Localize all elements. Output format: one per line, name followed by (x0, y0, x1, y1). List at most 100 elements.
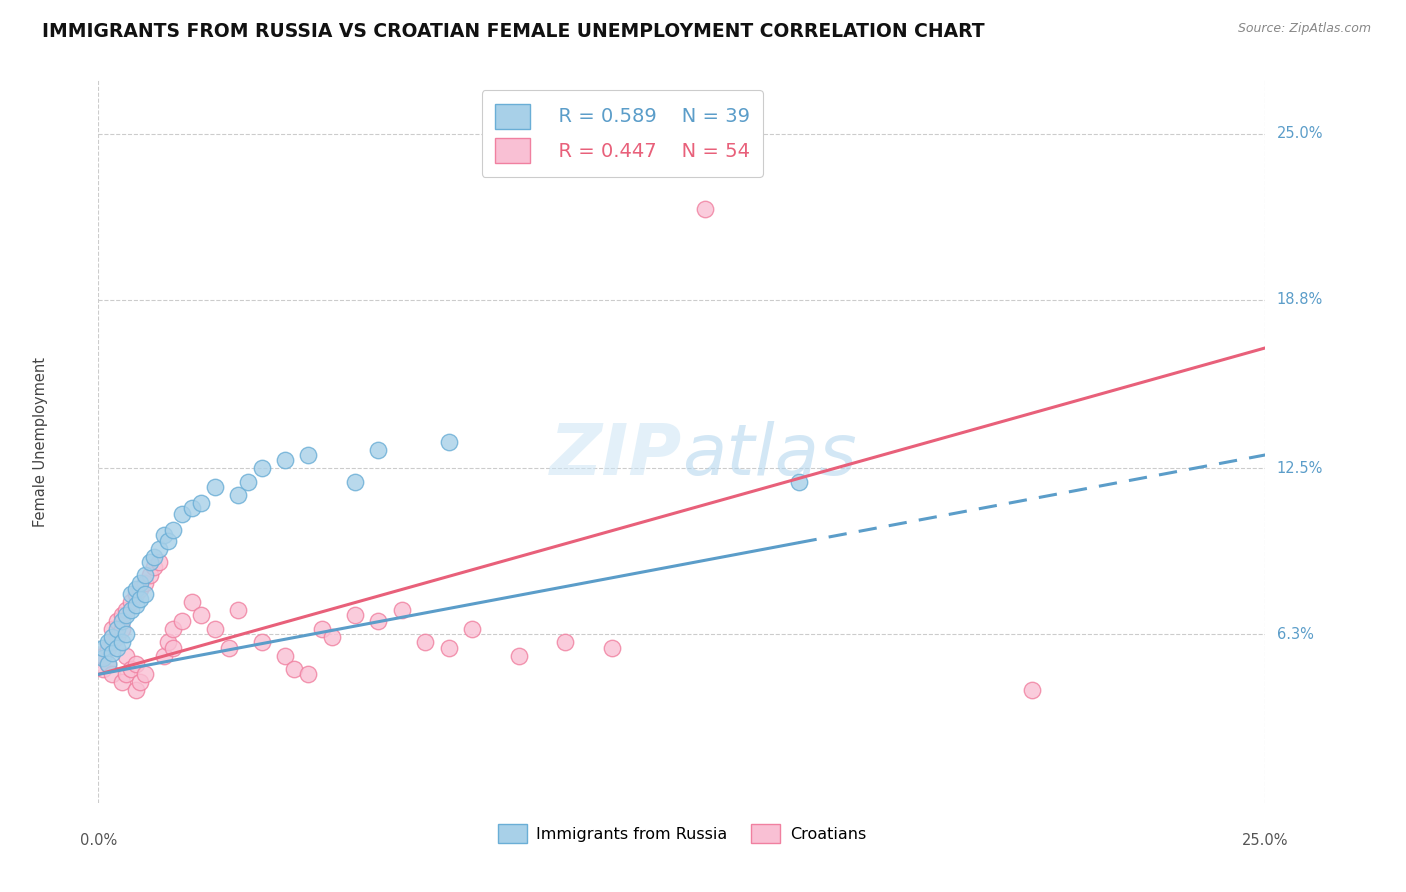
Point (236, 475, 259, 489)
Point (311, 622, 333, 636)
Point (91, 648, 114, 663)
Point (97, 635, 120, 649)
Text: 6.3%: 6.3% (1277, 627, 1313, 641)
Point (787, 475, 810, 489)
Point (162, 622, 184, 636)
Point (115, 603, 138, 617)
Point (204, 622, 226, 636)
Point (148, 555, 170, 569)
Point (134, 587, 156, 601)
Point (172, 614, 194, 628)
Point (101, 667, 124, 681)
Point (437, 640, 460, 655)
Point (413, 635, 436, 649)
Point (105, 614, 128, 628)
Point (157, 533, 180, 548)
Point (297, 667, 319, 681)
Point (134, 576, 156, 591)
Text: 0.0%: 0.0% (80, 833, 117, 848)
Point (228, 488, 250, 502)
Text: IMMIGRANTS FROM RUSSIA VS CROATIAN FEMALE UNEMPLOYMENT CORRELATION CHART: IMMIGRANTS FROM RUSSIA VS CROATIAN FEMAL… (42, 22, 984, 41)
Point (228, 603, 250, 617)
Text: 25.0%: 25.0% (1241, 833, 1289, 848)
Point (554, 635, 576, 649)
Point (157, 635, 180, 649)
Point (105, 622, 128, 636)
Point (172, 507, 194, 521)
Point (91, 662, 114, 676)
Point (115, 608, 138, 623)
Point (120, 603, 142, 617)
Point (204, 480, 226, 494)
Point (101, 646, 124, 660)
Point (180, 501, 202, 516)
Point (105, 630, 128, 644)
Text: ZIP: ZIP (550, 422, 682, 491)
Point (190, 608, 212, 623)
Point (101, 622, 124, 636)
Point (190, 496, 212, 510)
Point (391, 603, 413, 617)
Point (139, 568, 162, 582)
Point (283, 662, 305, 676)
Text: 25.0%: 25.0% (1277, 127, 1323, 141)
Point (129, 675, 152, 690)
Point (367, 614, 389, 628)
Point (111, 675, 134, 690)
Point (97, 657, 120, 671)
Point (125, 598, 148, 612)
Point (148, 541, 170, 556)
Point (321, 630, 343, 644)
Point (120, 595, 142, 609)
Point (600, 640, 623, 655)
Point (152, 528, 174, 542)
Text: atlas: atlas (682, 422, 856, 491)
Point (129, 592, 152, 607)
Point (143, 560, 166, 574)
Point (125, 587, 148, 601)
Point (91, 651, 114, 665)
Point (250, 635, 273, 649)
Point (120, 587, 142, 601)
Point (143, 549, 166, 564)
Point (120, 662, 142, 676)
Point (250, 461, 273, 475)
Point (111, 635, 134, 649)
Point (97, 657, 120, 671)
Text: Female Unemployment: Female Unemployment (32, 357, 48, 526)
Point (162, 640, 184, 655)
Point (274, 453, 297, 467)
Point (101, 630, 124, 644)
Point (115, 648, 138, 663)
Point (125, 582, 148, 596)
Point (344, 475, 367, 489)
Point (297, 448, 319, 462)
Point (134, 667, 156, 681)
Text: 12.5%: 12.5% (1277, 461, 1323, 475)
Point (139, 555, 162, 569)
Point (115, 627, 138, 641)
Point (111, 614, 134, 628)
Point (125, 683, 148, 698)
Point (152, 648, 174, 663)
Point (101, 635, 124, 649)
Point (97, 640, 120, 655)
Point (129, 582, 152, 596)
Point (162, 523, 184, 537)
Point (274, 648, 297, 663)
Point (129, 576, 152, 591)
Text: Source: ZipAtlas.com: Source: ZipAtlas.com (1237, 22, 1371, 36)
Point (218, 640, 240, 655)
Point (91, 640, 114, 655)
Point (111, 608, 134, 623)
Point (1021, 683, 1043, 698)
Point (461, 622, 484, 636)
Point (180, 595, 202, 609)
Point (367, 442, 389, 457)
Point (695, 202, 717, 216)
Point (105, 640, 128, 655)
Point (437, 434, 460, 449)
Point (344, 608, 367, 623)
Point (125, 657, 148, 671)
Point (115, 667, 138, 681)
